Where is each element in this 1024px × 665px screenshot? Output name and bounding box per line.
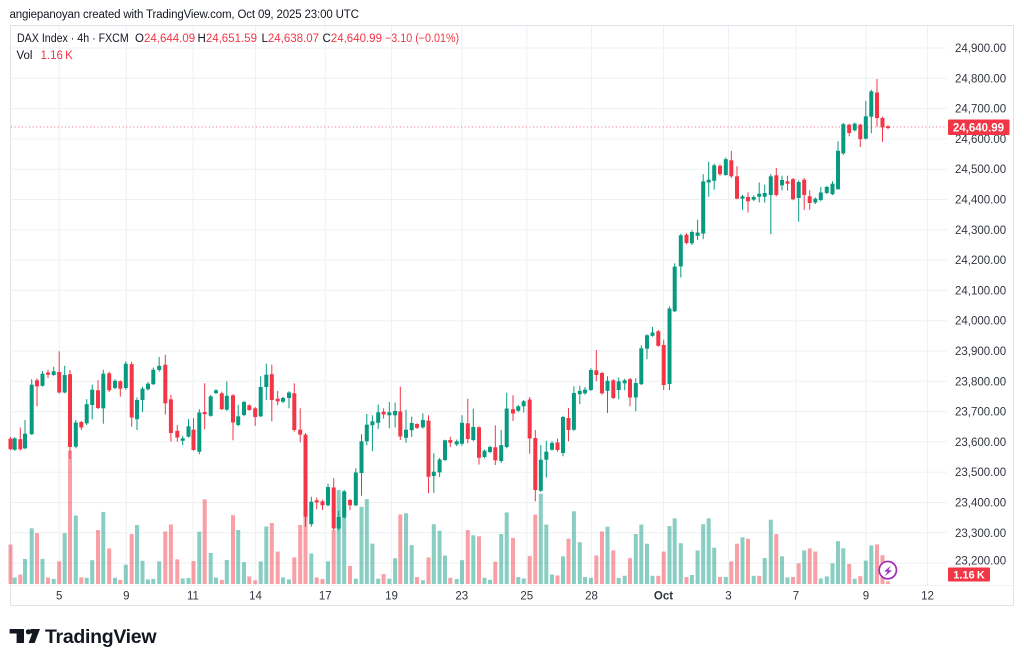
svg-text:12: 12 bbox=[921, 591, 934, 603]
svg-text:24,640.99: 24,640.99 bbox=[953, 123, 1004, 135]
svg-text:24,000.00: 24,000.00 bbox=[955, 316, 1006, 328]
svg-text:23,400.00: 23,400.00 bbox=[955, 498, 1006, 510]
svg-text:23,800.00: 23,800.00 bbox=[955, 376, 1006, 388]
svg-text:23,900.00: 23,900.00 bbox=[955, 346, 1006, 358]
svg-text:1.16 K: 1.16 K bbox=[953, 569, 985, 581]
svg-text:9: 9 bbox=[123, 591, 129, 603]
svg-text:24,200.00: 24,200.00 bbox=[955, 255, 1006, 267]
svg-text:24,700.00: 24,700.00 bbox=[955, 104, 1006, 116]
svg-text:9: 9 bbox=[863, 591, 869, 603]
svg-text:5: 5 bbox=[56, 591, 62, 603]
svg-text:23: 23 bbox=[455, 591, 468, 603]
svg-text:Oct: Oct bbox=[654, 591, 673, 603]
svg-text:23,500.00: 23,500.00 bbox=[955, 467, 1006, 479]
svg-text:23,600.00: 23,600.00 bbox=[955, 437, 1006, 449]
svg-text:24,600.00: 24,600.00 bbox=[955, 134, 1006, 146]
svg-text:3: 3 bbox=[725, 591, 731, 603]
svg-text:23,700.00: 23,700.00 bbox=[955, 407, 1006, 419]
svg-text:19: 19 bbox=[385, 591, 398, 603]
svg-text:25: 25 bbox=[520, 591, 533, 603]
svg-text:24,100.00: 24,100.00 bbox=[955, 285, 1006, 297]
svg-text:24,900.00: 24,900.00 bbox=[955, 43, 1006, 55]
svg-text:24,500.00: 24,500.00 bbox=[955, 164, 1006, 176]
svg-text:7: 7 bbox=[793, 591, 799, 603]
svg-text:24,300.00: 24,300.00 bbox=[955, 225, 1006, 237]
svg-text:24,400.00: 24,400.00 bbox=[955, 195, 1006, 207]
svg-text:17: 17 bbox=[319, 591, 332, 603]
svg-text:24,800.00: 24,800.00 bbox=[955, 73, 1006, 85]
svg-text:23,300.00: 23,300.00 bbox=[955, 528, 1006, 540]
svg-text:11: 11 bbox=[187, 591, 199, 603]
svg-text:28: 28 bbox=[585, 591, 598, 603]
svg-text:23,200.00: 23,200.00 bbox=[955, 556, 1006, 568]
svg-text:14: 14 bbox=[249, 591, 262, 603]
